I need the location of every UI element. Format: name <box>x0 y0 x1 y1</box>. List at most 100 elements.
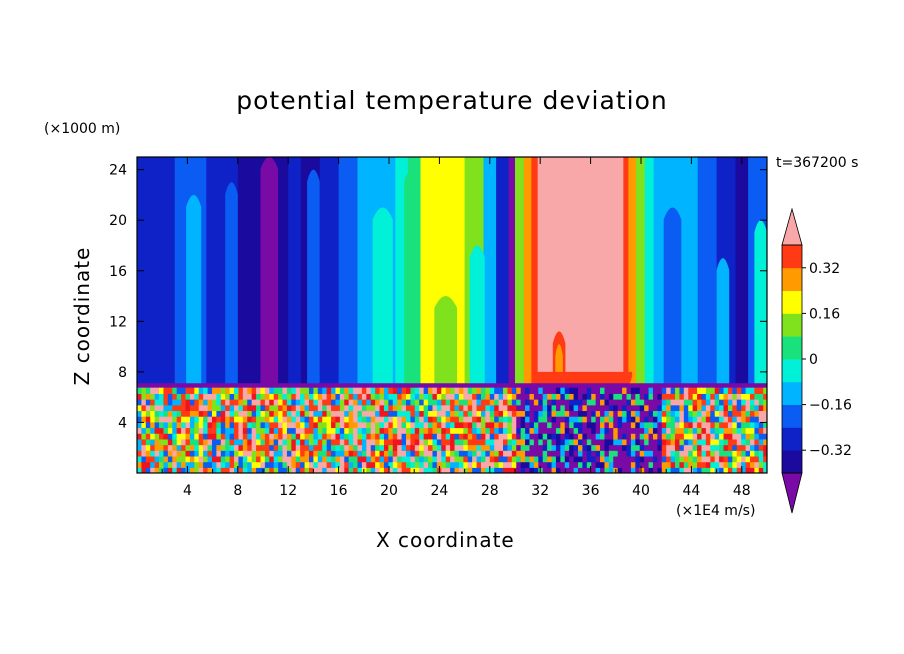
field-region <box>203 427 209 434</box>
field-region <box>194 399 200 406</box>
field-region <box>679 444 685 451</box>
x-tick-label: 36 <box>582 483 600 499</box>
field-region <box>692 416 698 423</box>
field-region <box>741 427 747 434</box>
field-region <box>480 416 486 423</box>
field-region <box>383 461 389 468</box>
field-region <box>286 450 292 457</box>
x-tick-label: 44 <box>682 483 700 499</box>
field-region <box>317 416 323 423</box>
field-region <box>339 461 345 468</box>
field-region <box>291 427 297 434</box>
field-region <box>483 157 497 385</box>
field-region <box>683 416 689 423</box>
field-region <box>516 438 522 446</box>
field-region <box>578 433 584 440</box>
field-region <box>749 433 755 440</box>
field-region <box>167 450 173 457</box>
field-region <box>648 433 654 440</box>
field-region <box>511 399 517 406</box>
field-region <box>207 393 213 400</box>
field-region <box>735 157 749 385</box>
field-region <box>181 393 187 400</box>
field-region <box>172 410 178 417</box>
field-region <box>591 427 597 434</box>
field-region <box>410 421 416 429</box>
field-region <box>357 387 363 394</box>
field-region <box>701 421 707 429</box>
field-region <box>242 444 248 451</box>
field-region <box>622 461 628 468</box>
field-region <box>406 438 412 446</box>
field-region <box>322 410 328 417</box>
field-region <box>423 461 429 468</box>
field-region <box>308 393 314 400</box>
field-region <box>288 157 302 385</box>
field-region <box>480 404 486 412</box>
field-region <box>622 421 628 429</box>
field-region <box>670 450 676 457</box>
field-region <box>754 404 760 412</box>
field-region <box>225 427 231 434</box>
field-region <box>600 461 606 468</box>
field-region <box>467 421 473 429</box>
field-region <box>661 416 667 423</box>
field-region <box>723 450 729 457</box>
field-region <box>291 461 297 468</box>
field-region <box>344 404 350 412</box>
field-region <box>648 467 654 473</box>
field-region <box>434 296 458 385</box>
field-region <box>234 421 240 429</box>
field-region <box>608 455 614 463</box>
colorbar-segment <box>782 427 802 451</box>
field-region <box>648 393 654 400</box>
field-region <box>375 421 381 429</box>
field-region <box>361 416 367 423</box>
field-region <box>582 438 588 446</box>
field-region <box>639 467 645 473</box>
field-region <box>388 421 394 429</box>
field-region <box>705 416 711 423</box>
field-region <box>247 455 253 463</box>
field-region <box>617 461 623 468</box>
field-region <box>675 427 681 434</box>
field-region <box>237 157 258 385</box>
field-region <box>300 404 306 412</box>
field-region <box>348 393 354 400</box>
field-region <box>710 387 716 394</box>
field-region <box>489 455 495 463</box>
field-region <box>238 438 244 446</box>
field-region <box>560 438 566 446</box>
field-region <box>211 467 217 473</box>
x-axis-unit: (×1E4 m/s) <box>676 503 756 519</box>
field-region <box>436 416 442 423</box>
field-region <box>652 438 658 446</box>
field-region <box>326 438 332 446</box>
x-tick-label: 28 <box>481 483 499 499</box>
field-region <box>498 421 504 429</box>
field-region <box>339 387 345 394</box>
field-region <box>269 467 275 473</box>
field-region <box>564 393 570 400</box>
field-region <box>608 427 614 434</box>
field-region <box>176 410 182 417</box>
field-region <box>564 427 570 434</box>
field-region <box>273 461 279 468</box>
field-region <box>516 461 522 468</box>
field-region <box>736 438 742 446</box>
field-region <box>295 433 301 440</box>
field-region <box>176 455 182 463</box>
field-region <box>198 404 204 412</box>
field-region <box>181 399 187 406</box>
field-region <box>357 410 363 417</box>
field-region <box>308 433 314 440</box>
field-region <box>441 399 447 406</box>
field-region <box>207 427 213 434</box>
field-region <box>264 455 270 463</box>
field-region <box>176 404 182 412</box>
field-region <box>688 399 694 406</box>
field-region <box>538 467 544 473</box>
field-region <box>300 416 306 423</box>
field-region <box>635 438 641 446</box>
field-region <box>533 387 539 394</box>
